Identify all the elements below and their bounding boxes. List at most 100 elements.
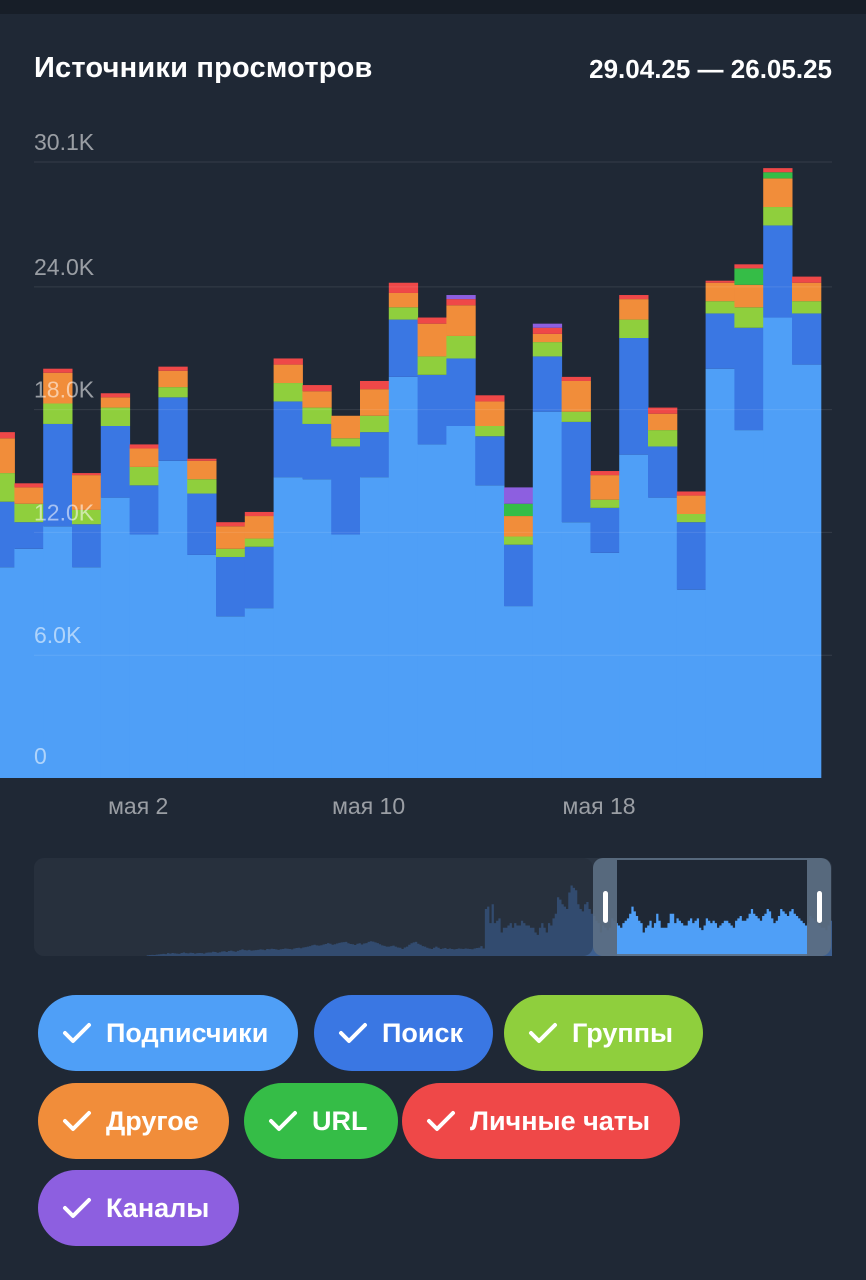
bar-segment <box>302 407 332 424</box>
bar-segment <box>676 514 707 523</box>
bar-segment <box>676 522 707 590</box>
bar-segment <box>129 534 159 778</box>
x-tick-label: мая 10 <box>332 793 405 819</box>
bar-segment <box>619 319 649 338</box>
bar-segment <box>14 487 44 504</box>
bar-segment <box>705 368 735 778</box>
bar-segment <box>388 319 419 377</box>
bar-segment <box>187 493 217 555</box>
y-tick-label: 30.1K <box>34 129 95 155</box>
bar-segment <box>14 503 44 523</box>
bar-segment <box>388 376 419 778</box>
legend-chip-channels[interactable]: Каналы <box>38 1170 240 1246</box>
bar-segment <box>763 172 793 179</box>
bar-segment <box>532 356 563 412</box>
bar-segment <box>676 589 707 778</box>
bar-segment <box>43 372 73 404</box>
navigator-window-frame[interactable] <box>593 858 831 956</box>
legend-chip-subscribers[interactable]: Подписчики <box>38 995 299 1071</box>
bar-segment <box>244 516 275 539</box>
bar-segment <box>129 485 159 535</box>
bar-segment <box>72 567 102 778</box>
bar-segment <box>244 546 275 609</box>
legend-chip-label: Другое <box>106 1105 199 1136</box>
bar-segment <box>676 491 707 496</box>
x-tick-label: мая 18 <box>563 793 636 819</box>
bar-segment <box>72 509 102 525</box>
legend-chip-url[interactable]: URL <box>244 1083 398 1159</box>
legend-chip-search[interactable]: Поиск <box>314 995 494 1071</box>
bar-segment <box>331 438 361 447</box>
bar-segment <box>734 268 764 285</box>
bar-segment <box>734 264 764 269</box>
top-bar <box>0 0 866 14</box>
bar-segment <box>302 391 332 408</box>
bar-segment <box>360 477 390 778</box>
bar-segment <box>216 522 246 527</box>
bar-segment <box>532 323 563 328</box>
y-tick-label: 24.0K <box>34 254 95 280</box>
bar-segment <box>244 538 275 547</box>
bar-segment <box>532 411 563 778</box>
bar-segment <box>619 338 649 455</box>
range-navigator[interactable] <box>34 858 832 956</box>
bar-segment <box>648 446 678 498</box>
bar-segment <box>244 511 275 517</box>
bar-segment <box>475 485 505 778</box>
bar-segment <box>792 276 822 283</box>
legend-chip-label: Поиск <box>382 1017 464 1048</box>
bar-segment <box>129 448 159 467</box>
navigator-handle-right[interactable] <box>817 891 822 923</box>
bar-segment <box>273 477 303 778</box>
navigator-dim-overlay <box>34 858 593 956</box>
bar-segment <box>561 411 591 422</box>
bar-segment <box>158 397 188 461</box>
legend-chip-label: URL <box>312 1105 368 1136</box>
bar-segment <box>244 608 275 778</box>
bar-segment <box>100 497 131 778</box>
bar-segment <box>763 178 793 208</box>
bar-segment <box>129 444 159 449</box>
bar-segment <box>72 524 102 568</box>
bar-segment <box>648 413 678 431</box>
bar-segment <box>619 295 649 300</box>
bar-segment <box>734 284 764 308</box>
bar-segment <box>763 168 793 173</box>
bar-segment <box>388 292 419 308</box>
bar-segment <box>792 313 822 365</box>
bar-segment <box>216 616 246 778</box>
bar-segment <box>158 370 188 388</box>
navigator-handle-left[interactable] <box>603 891 608 923</box>
bar-segment <box>100 426 131 498</box>
legend-chip-private-chats[interactable]: Личные чаты <box>402 1083 681 1159</box>
y-tick-label: 18.0K <box>34 377 95 403</box>
stacked-bar-chart[interactable]: 0 6.0K 12.0K 18.0K 24.0K 30.1K мая 2 мая 10 мая … <box>0 120 866 820</box>
bar-segment <box>216 526 246 549</box>
bar-segment <box>648 497 678 778</box>
bar-segment <box>734 430 764 778</box>
bar-segment <box>504 516 534 537</box>
date-range[interactable]: 29.04.25 — 26.05.25 <box>589 54 832 84</box>
legend-chip-other[interactable]: Другое <box>38 1083 229 1159</box>
bar-segment <box>648 430 678 447</box>
chart-title: Источники просмотров <box>34 52 373 84</box>
bar-segment <box>705 280 735 283</box>
y-tick-label: 6.0K <box>34 622 82 648</box>
bar-segment <box>561 522 591 778</box>
bar-segment <box>129 466 159 486</box>
bar-segment <box>331 446 361 535</box>
bar-segment <box>43 403 73 424</box>
legend-chip-groups[interactable]: Группы <box>504 995 704 1071</box>
bar-segment <box>532 327 563 334</box>
navigator-overview[interactable] <box>34 858 832 956</box>
bar-segment <box>619 454 649 778</box>
bar-segment <box>705 301 735 314</box>
bar-segment <box>273 364 303 384</box>
bar-segment <box>734 327 764 431</box>
bar-segment <box>763 317 793 778</box>
bar-segment <box>388 282 419 293</box>
bar-segment <box>72 473 102 476</box>
legend-chip-label: Личные чаты <box>470 1105 651 1136</box>
bar-segment <box>705 282 735 302</box>
bar-segment <box>14 483 44 488</box>
